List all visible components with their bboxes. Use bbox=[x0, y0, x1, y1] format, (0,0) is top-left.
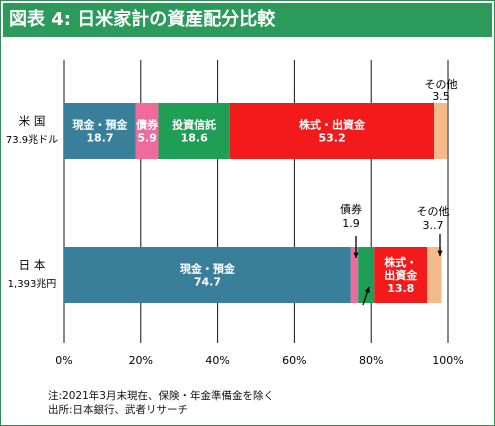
bar-segment bbox=[350, 247, 359, 303]
x-tick-label: 80% bbox=[359, 354, 383, 367]
x-tick-label: 100% bbox=[432, 354, 463, 367]
bar-segment bbox=[434, 103, 448, 159]
arrow-head bbox=[353, 252, 359, 258]
callout-label: 債券 1.9 bbox=[340, 202, 362, 230]
note-line: 注:2021年3月末現在、保険・年金準備金を除く bbox=[48, 390, 274, 402]
x-tick-label: 0% bbox=[55, 354, 72, 367]
segment-label: 現金・預金 18.7 bbox=[72, 118, 128, 145]
segment-label: 投資信託 18.6 bbox=[172, 118, 216, 145]
category-label: 米 国 bbox=[19, 114, 46, 128]
arrow-head bbox=[364, 287, 370, 293]
callout-label: その他 3..7 bbox=[417, 205, 450, 232]
x-tick-label: 20% bbox=[129, 354, 153, 367]
bar-segment bbox=[427, 247, 442, 303]
category-total: 1,393兆円 bbox=[8, 278, 57, 290]
segment-label: 債券 5.9 bbox=[135, 118, 159, 145]
segment-label: 現金・預金 74.7 bbox=[180, 262, 236, 289]
x-tick-label: 40% bbox=[205, 354, 229, 367]
source-line: 出所:日本銀行、武者リサーチ bbox=[48, 404, 189, 416]
bar-segment bbox=[64, 103, 136, 159]
bar-segment bbox=[358, 247, 375, 303]
arrow-head bbox=[437, 250, 443, 256]
callout-label: その他 3.5 bbox=[425, 78, 458, 103]
bar-segment bbox=[64, 247, 351, 303]
segment-label: 株式・出資金 13.8 bbox=[384, 255, 418, 295]
bar-segment bbox=[229, 103, 435, 159]
segment-label: 株式・出資金 53.2 bbox=[299, 118, 366, 145]
category-label: 日 本 bbox=[19, 258, 46, 272]
bar-segment bbox=[374, 247, 428, 303]
chart-title: 図表 4: 日米家計の資産配分比較 bbox=[3, 3, 492, 37]
bar-segment bbox=[135, 103, 159, 159]
x-tick-label: 60% bbox=[282, 354, 306, 367]
bar-segment bbox=[158, 103, 230, 159]
footnote: 注:2021年3月末現在、保険・年金準備金を除く 出所:日本銀行、武者リサーチ bbox=[48, 389, 274, 417]
category-total: 73.9兆ドル bbox=[6, 134, 58, 146]
